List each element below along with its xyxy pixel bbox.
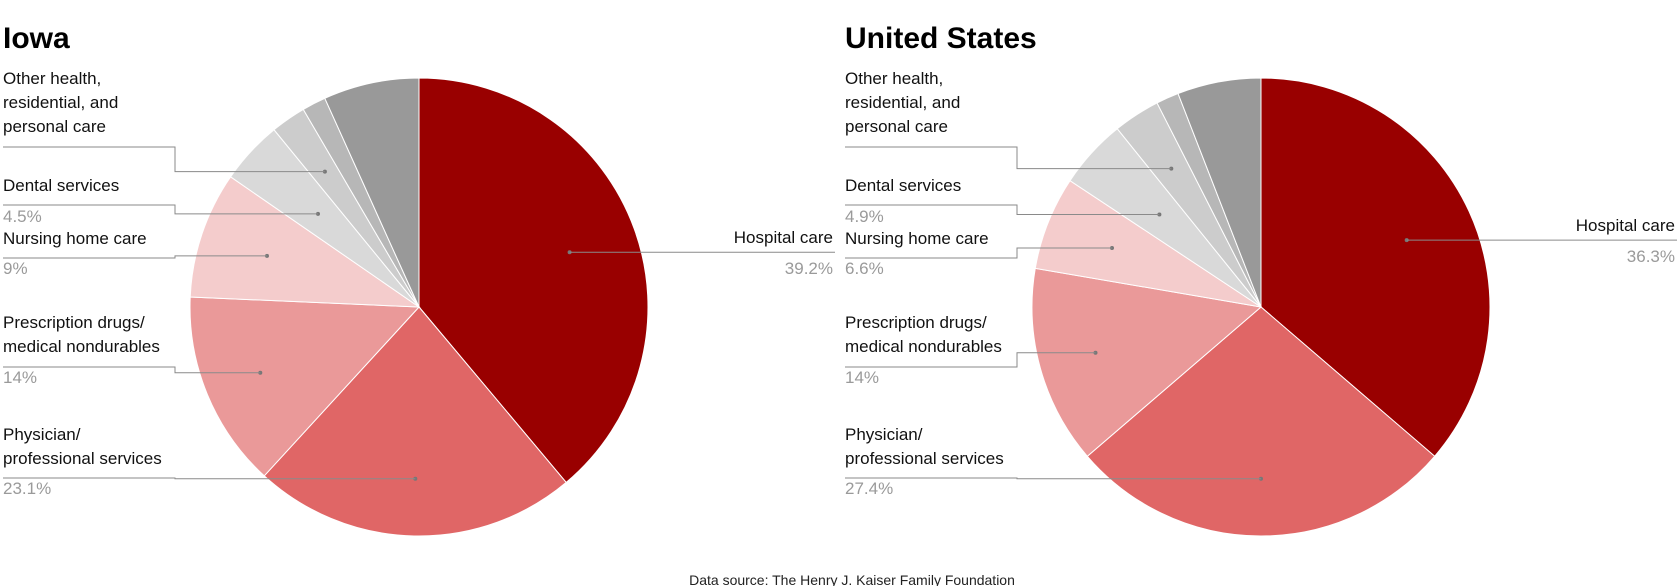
slice-label-line: Prescription drugs/ [845, 313, 987, 332]
slice-label-line: professional services [3, 449, 162, 468]
leader-line [3, 255, 267, 259]
slice-label-line: Dental services [845, 176, 961, 195]
slice-label-line: professional services [845, 449, 1004, 468]
slice-label-line: personal care [3, 117, 106, 136]
pie-slice [189, 176, 421, 308]
leader-line [845, 247, 1112, 259]
slice-value-label: 6.6% [845, 259, 884, 278]
slice-label: Hospital care [1576, 216, 1675, 235]
pie-slice [1260, 77, 1491, 457]
slice-label-line: residential, and [3, 93, 118, 112]
slice-label-line: medical nondurables [3, 337, 160, 356]
slice-label-line: Other health, [3, 69, 101, 88]
leader-line [845, 477, 1261, 480]
leader-line [3, 477, 416, 480]
slice-value-label: 14% [845, 368, 879, 387]
leader-line [845, 204, 1160, 215]
slice-label-line: residential, and [845, 93, 960, 112]
slice-value-label: 14% [3, 368, 37, 387]
pie-slice [1031, 267, 1263, 457]
pie-slice [324, 77, 420, 308]
slice-value-label: 23.1% [3, 479, 51, 498]
chart-title: Iowa [3, 22, 70, 55]
slice-label-line: Nursing home care [845, 229, 989, 248]
slice-label: Hospital care [734, 228, 833, 247]
leader-line [3, 204, 318, 215]
leader-line [3, 146, 325, 173]
slice-label-line: personal care [845, 117, 948, 136]
slice-label-line: Other health, [845, 69, 943, 88]
leader-line [845, 352, 1096, 368]
slice-value-label: 27.4% [845, 479, 893, 498]
slice-label-line: Physician/ [3, 425, 81, 444]
pie-slice [1177, 77, 1262, 308]
slice-label-line: Physician/ [845, 425, 923, 444]
pie-slice [418, 77, 649, 484]
leader-line [845, 146, 1172, 170]
slice-value-label: 4.5% [3, 207, 42, 226]
slice-label-line: Prescription drugs/ [3, 313, 145, 332]
slice-label-line: Nursing home care [3, 229, 147, 248]
slice-value-label: 36.3% [1627, 247, 1675, 266]
chart-title: United States [845, 22, 1037, 55]
slice-value-label: 4.9% [845, 207, 884, 226]
slice-value-label: 39.2% [785, 259, 833, 278]
pie-slice [189, 296, 421, 477]
slice-value-label: 9% [3, 259, 28, 278]
leader-line [3, 366, 261, 374]
chart-source-note: Data source: The Henry J. Kaiser Family … [689, 572, 1015, 586]
slice-label-line: medical nondurables [845, 337, 1002, 356]
slice-label-line: Dental services [3, 176, 119, 195]
